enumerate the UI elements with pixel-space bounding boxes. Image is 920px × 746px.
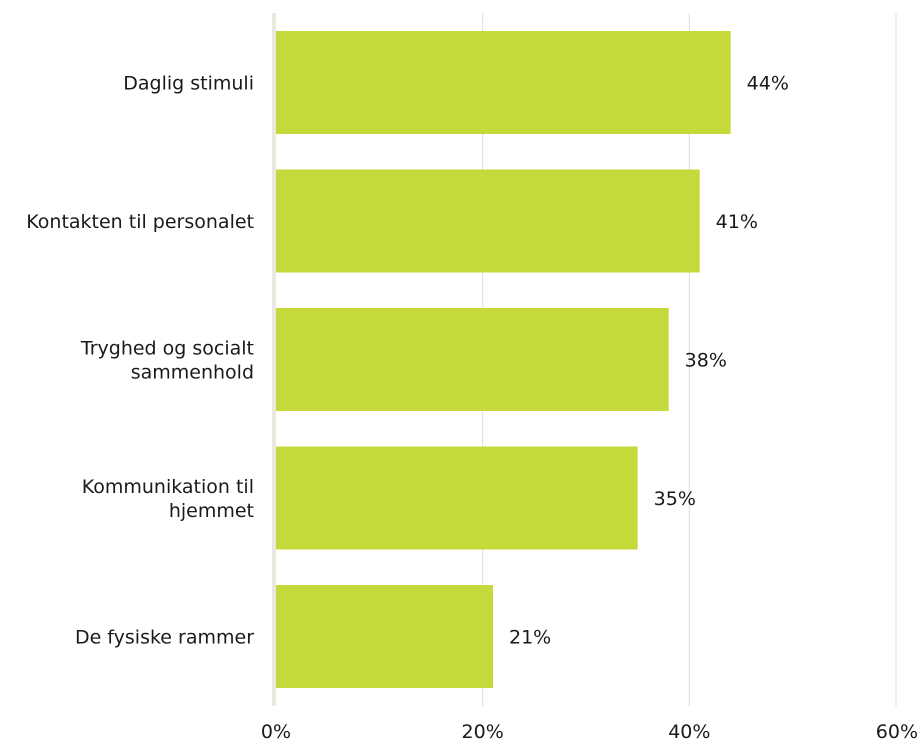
category-label-line: Daglig stimuli bbox=[123, 73, 254, 95]
bar-4 bbox=[276, 585, 493, 688]
x-tick-label-2: 40% bbox=[668, 721, 710, 743]
bar-3 bbox=[276, 446, 638, 550]
category-label-line: Kommunikation til bbox=[82, 476, 254, 498]
value-label-1: 41% bbox=[716, 211, 758, 233]
value-label-4: 21% bbox=[509, 627, 551, 649]
bar-1 bbox=[276, 169, 700, 273]
category-label-line: Tryghed og socialt bbox=[80, 338, 254, 360]
category-label-2: Tryghed og socialt sammenhold bbox=[80, 338, 254, 384]
category-label-line: Kontakten til personalet bbox=[26, 211, 254, 233]
value-label-0: 44% bbox=[747, 73, 789, 95]
bar-2 bbox=[276, 308, 669, 411]
x-tick-label-0: 0% bbox=[261, 721, 291, 743]
category-label-line: De fysiske rammer bbox=[75, 627, 254, 649]
value-label-2: 38% bbox=[685, 350, 727, 372]
category-label-1: Kontakten til personalet bbox=[26, 211, 254, 233]
category-label-3: Kommunikation til hjemmet bbox=[82, 476, 254, 522]
category-label-line: hjemmet bbox=[169, 500, 254, 522]
x-tick-label-1: 20% bbox=[462, 721, 504, 743]
category-label-0: Daglig stimuli bbox=[123, 73, 254, 95]
value-label-3: 35% bbox=[654, 488, 696, 510]
x-tick-label-3: 60% bbox=[876, 721, 918, 743]
category-label-4: De fysiske rammer bbox=[75, 627, 254, 649]
category-label-line: sammenhold bbox=[131, 362, 254, 384]
bar-0 bbox=[276, 31, 731, 134]
